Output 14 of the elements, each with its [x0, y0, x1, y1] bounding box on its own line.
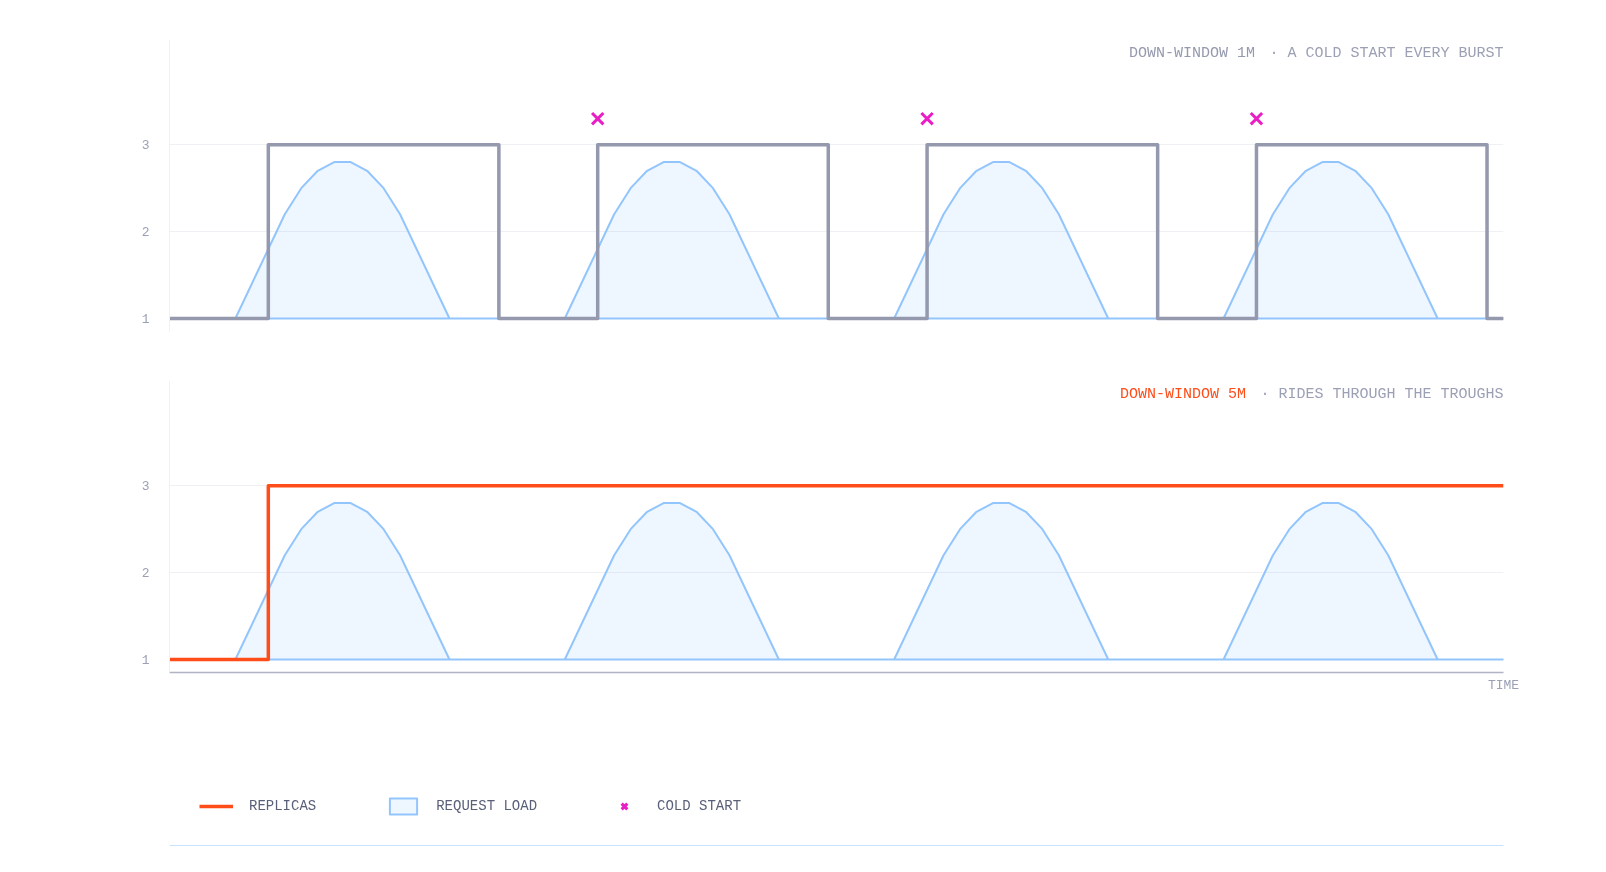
x-axis-title: TIME — [1487, 677, 1520, 693]
chart-title: DOWN-WINDOW 5M — [1119, 385, 1246, 403]
y-tick-label: 3 — [141, 479, 150, 495]
legend-label: REPLICAS — [249, 798, 317, 814]
chart-subtitle: · RIDES THROUGH THE TROUGHS — [1260, 385, 1504, 403]
chart-subtitle: · A COLD START EVERY BURST — [1269, 44, 1504, 62]
legend-label: COLD START — [657, 798, 742, 814]
y-tick-label: 2 — [141, 566, 150, 582]
y-tick-label: 1 — [141, 311, 150, 327]
y-tick-label: 2 — [141, 225, 150, 241]
legend-label: REQUEST LOAD — [436, 798, 538, 814]
chart-title: DOWN-WINDOW 1M — [1129, 44, 1256, 62]
y-tick-label: 3 — [141, 138, 150, 154]
y-tick-label: 1 — [141, 652, 150, 668]
